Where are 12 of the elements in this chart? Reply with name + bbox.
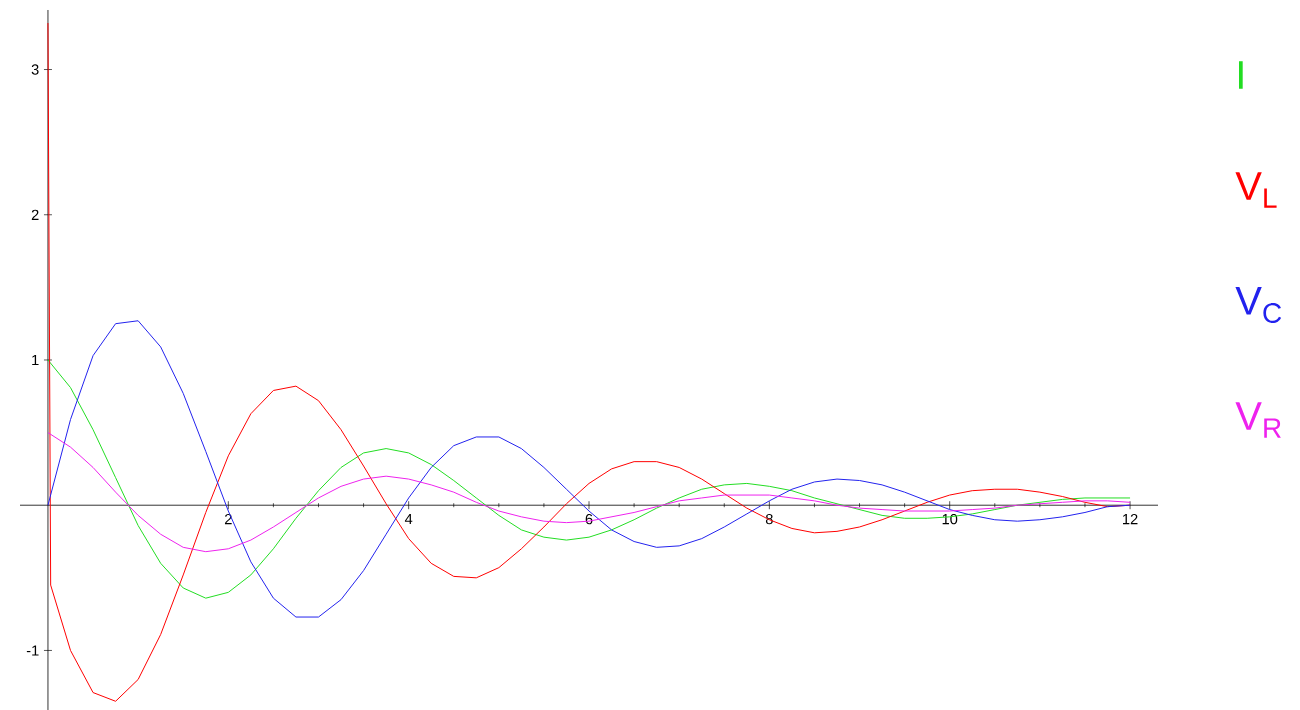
- text: V$_{C}$: [1235, 287, 1282, 323]
- y-tick-label: 3: [31, 64, 39, 75]
- x-tick-label: 10: [942, 513, 958, 525]
- x-tick-label: 4: [404, 513, 413, 525]
- text: V$_{R}$: [1235, 402, 1281, 438]
- text: I: [1238, 61, 1243, 89]
- text: V$_{L}$: [1235, 172, 1277, 208]
- x-tick-label: 12: [1123, 513, 1138, 525]
- y-tick-label: -1: [26, 645, 39, 656]
- x-tick-label: 2: [224, 513, 232, 525]
- y-tick-label: 1: [32, 354, 39, 366]
- y-tick-label: 2: [31, 209, 39, 220]
